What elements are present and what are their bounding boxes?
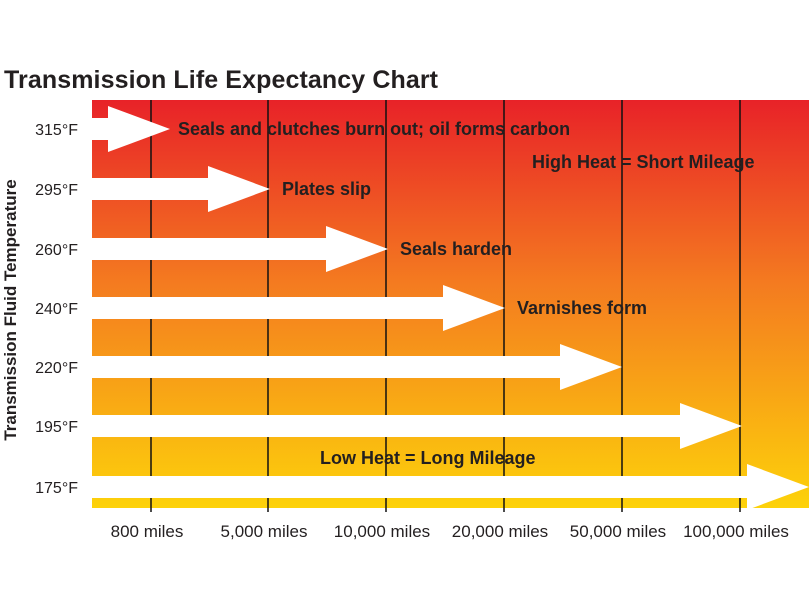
effect-label: Varnishes form bbox=[517, 298, 647, 318]
y-tick-label: 240°F bbox=[35, 301, 78, 318]
arrow-295f bbox=[92, 166, 270, 212]
arrow-195f bbox=[92, 403, 742, 449]
y-tick-label: 295°F bbox=[35, 182, 78, 199]
x-tick-label: 20,000 miles bbox=[452, 522, 548, 541]
labels-layer: 315°F Seals and clutches burn out; oil fo… bbox=[35, 119, 789, 541]
y-tick-label: 195°F bbox=[35, 419, 78, 436]
effect-label: Plates slip bbox=[282, 179, 371, 199]
arrow-315f bbox=[92, 106, 170, 152]
y-tick-label: 220°F bbox=[35, 360, 78, 377]
arrow-220f bbox=[92, 344, 622, 390]
x-tick-label: 800 miles bbox=[111, 522, 184, 541]
low-heat-note: Low Heat = Long Mileage bbox=[320, 448, 536, 468]
x-tick-label: 50,000 miles bbox=[570, 522, 666, 541]
x-tick-label: 5,000 miles bbox=[221, 522, 308, 541]
x-tick-label: 10,000 miles bbox=[334, 522, 430, 541]
y-tick-label: 175°F bbox=[35, 480, 78, 497]
arrows-layer bbox=[92, 106, 809, 510]
effect-label: Seals and clutches burn out; oil forms c… bbox=[178, 119, 570, 139]
y-tick-label: 315°F bbox=[35, 122, 78, 139]
x-tick-label: 100,000 miles bbox=[683, 522, 789, 541]
arrow-260f bbox=[92, 226, 388, 272]
y-tick-label: 260°F bbox=[35, 242, 78, 259]
high-heat-note: High Heat = Short Mileage bbox=[532, 152, 755, 172]
arrow-240f bbox=[92, 285, 505, 331]
arrow-175f bbox=[92, 464, 809, 510]
effect-label: Seals harden bbox=[400, 239, 512, 259]
chart-title: Transmission Life Expectancy Chart bbox=[4, 66, 439, 94]
